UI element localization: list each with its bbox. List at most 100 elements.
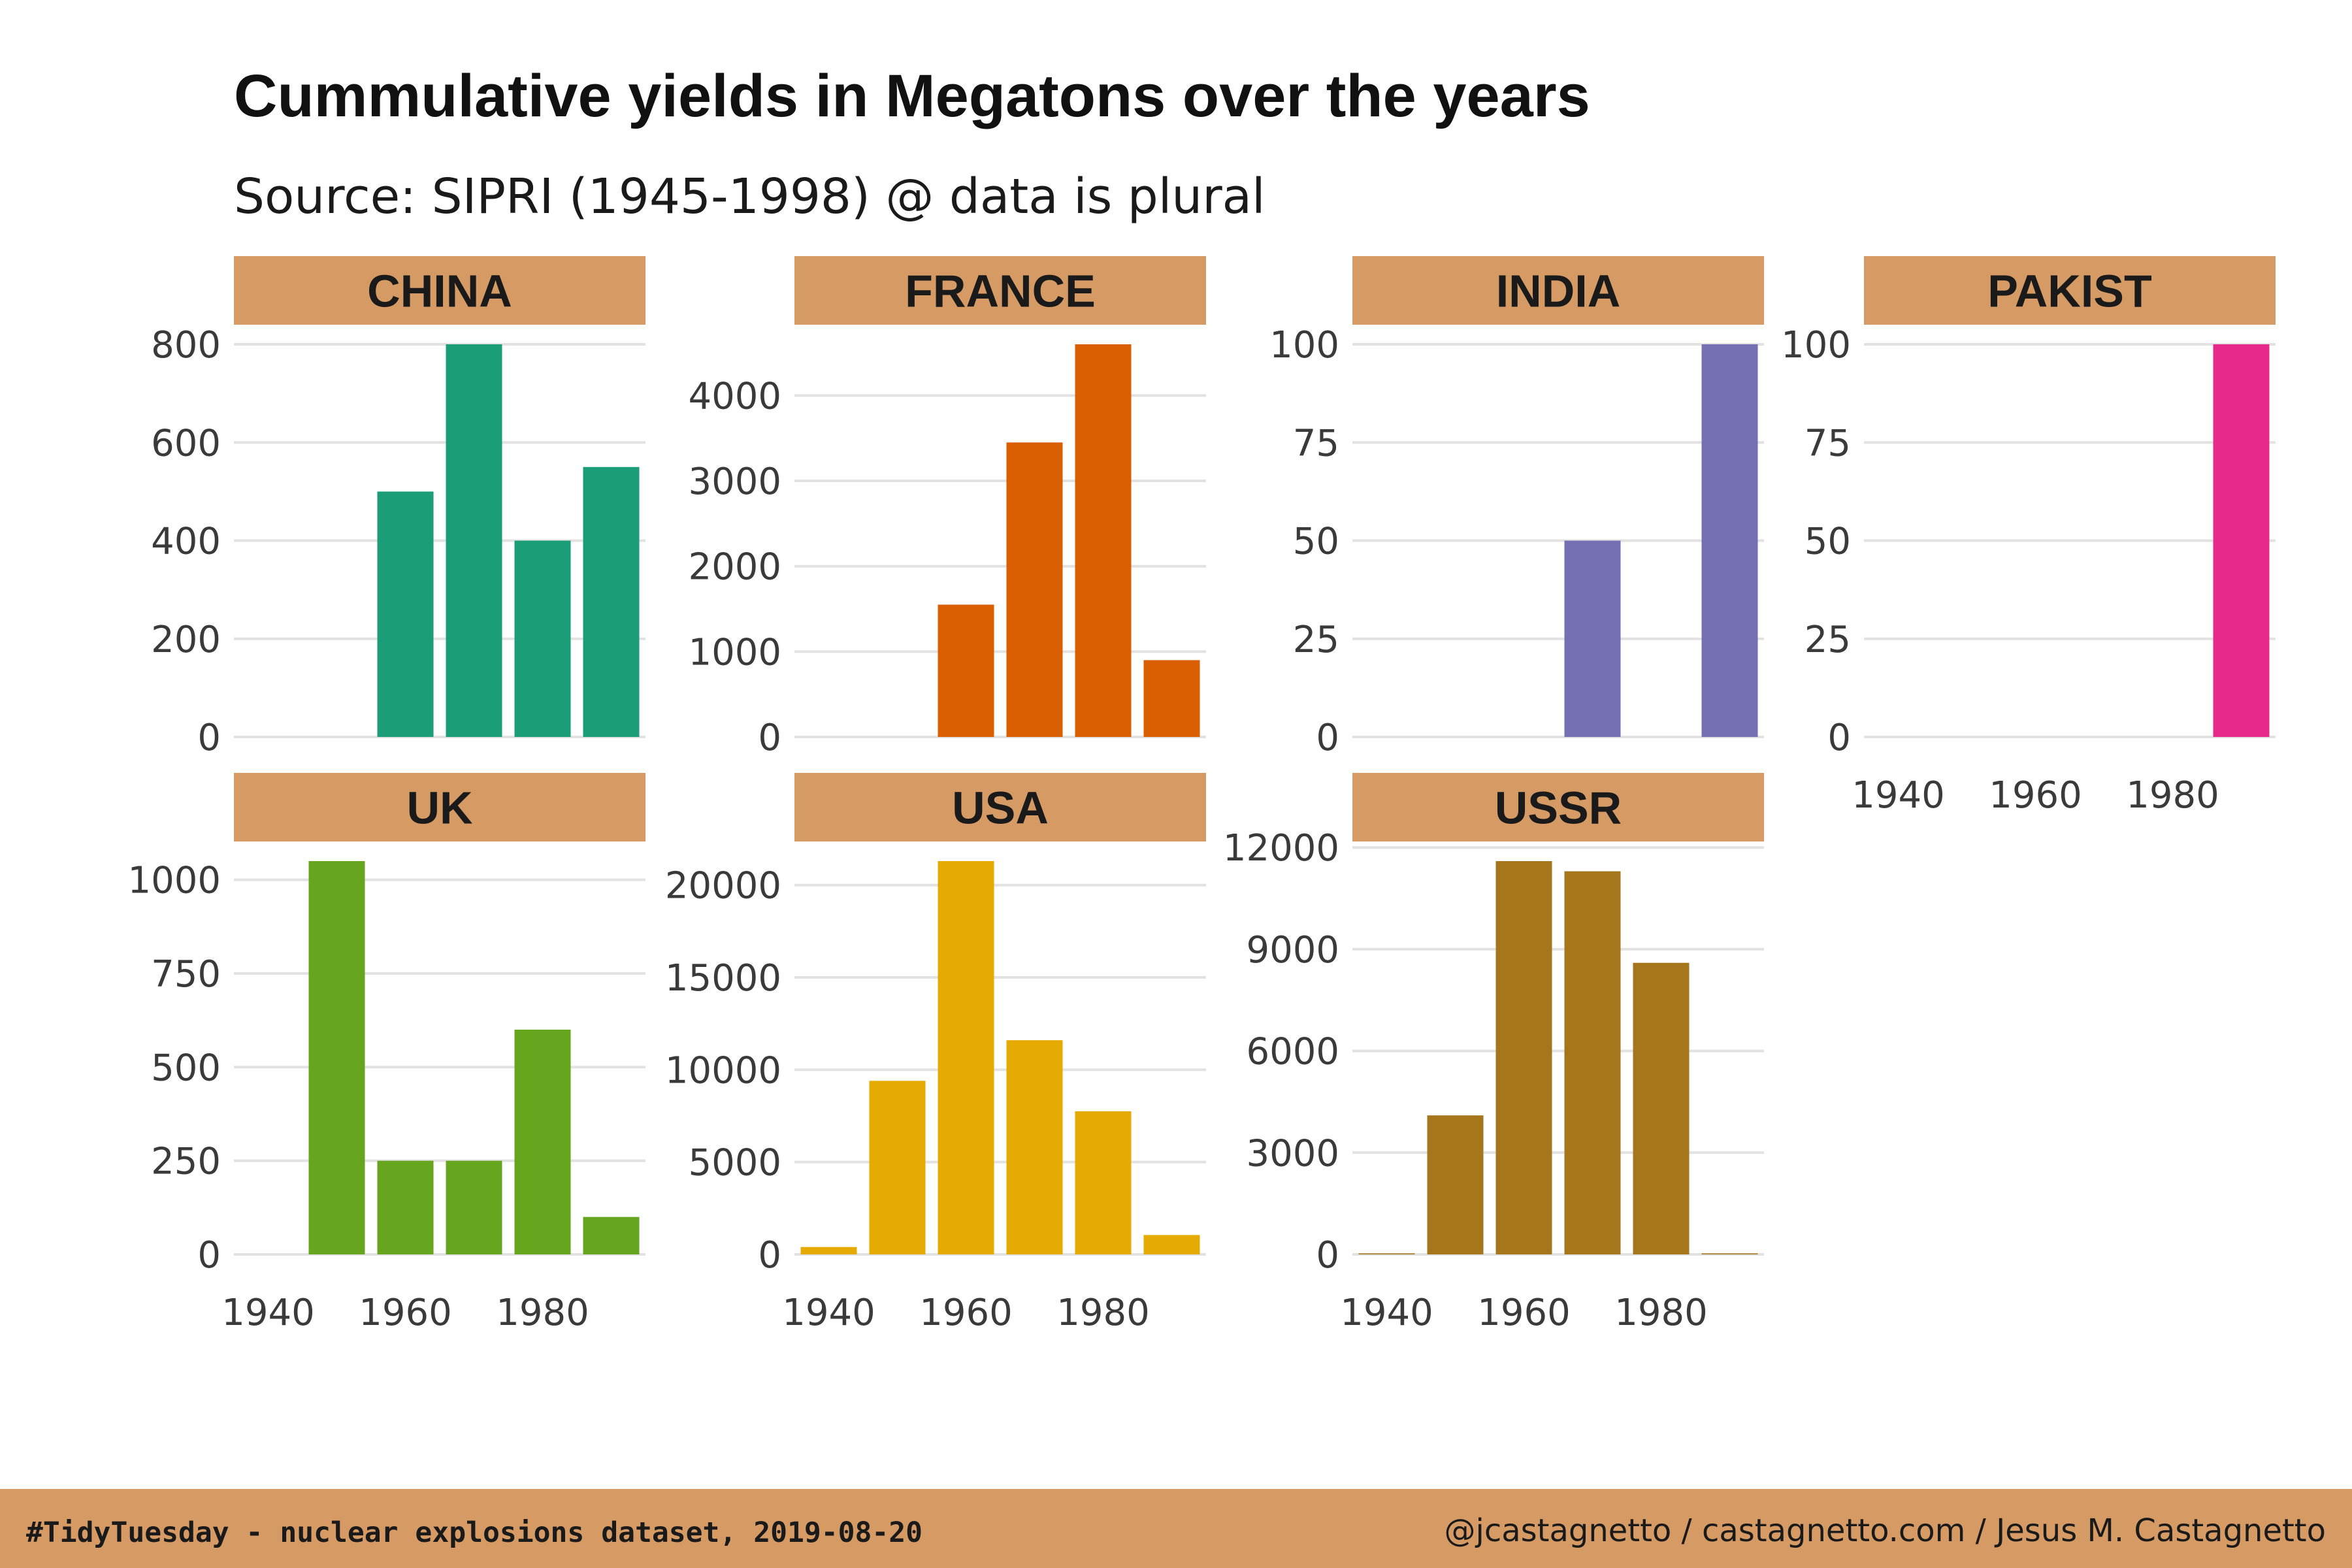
y-tick-label: 250 [151,1141,221,1183]
bar-uk-1960 [377,1160,434,1254]
y-tick-label: 25 [1805,619,1851,661]
bar-uk-1970 [446,1160,502,1254]
bar-ussr-1960 [1495,861,1552,1254]
chart-title: Cummulative yields in Megatons over the … [234,63,1590,129]
y-tick-label: 2000 [688,546,781,589]
facet-label-usa: USA [952,783,1049,834]
y-tick-label: 600 [151,422,221,465]
x-tick-label: 1940 [782,1292,875,1334]
y-tick-label: 50 [1805,521,1851,563]
facet-strip-india [1352,256,1764,325]
facet-label-india: INDIA [1496,266,1621,317]
bar-france-1970 [1006,442,1063,737]
y-tick-label: 800 [151,324,221,367]
facet-strip-uk [234,773,645,841]
facet-france: FRANCE 0 1000 2000 3000 4000 [688,256,1206,759]
x-tick-label: 1960 [919,1292,1013,1334]
facet-china: CHINA 0 200 400 600 800 [151,256,645,759]
bar-uk-1950 [308,861,365,1254]
bar-pakist-1990 [2213,344,2270,737]
x-tick-label: 1960 [1989,774,2082,817]
bar-uk-1990 [583,1217,640,1254]
bar-india-1990 [1701,344,1758,737]
footer-bar: #TidyTuesday - nuclear explosions datase… [0,1489,2352,1568]
y-tick-label: 0 [1827,717,1851,759]
y-tick-label: 15000 [665,957,781,1000]
bar-india-1970 [1564,540,1621,737]
y-tick-label: 500 [151,1047,221,1089]
bar-france-1990 [1143,660,1200,737]
facet-strip-china [234,256,645,325]
y-tick-label: 0 [758,717,781,759]
bar-usa-1970 [1006,1040,1063,1254]
x-tick-label: 1940 [1852,774,1945,817]
y-tick-label: 12000 [1223,827,1339,870]
bar-ussr-1990 [1701,1253,1758,1254]
bar-china-1970 [446,344,502,737]
chart-subtitle: Source: SIPRI (1945-1998) @ data is plur… [234,169,1266,225]
facet-label-france: FRANCE [905,266,1096,317]
y-tick-label: 1000 [127,860,221,902]
facet-india: INDIA 0 25 50 75 100 [1269,256,1764,759]
x-tick-label: 1980 [1614,1292,1708,1334]
y-tick-label: 0 [1316,717,1339,759]
facet-ussr: USSR 0 3000 6000 9000 12000 1940 1960 1980 [1223,773,1764,1334]
facet-strip-ussr [1352,773,1764,841]
facet-label-ussr: USSR [1495,783,1622,834]
facet-label-uk: UK [406,783,472,834]
facet-strip-france [794,256,1206,325]
bar-ussr-1950 [1427,1115,1484,1254]
y-tick-label: 50 [1293,521,1339,563]
bar-usa-1940 [800,1247,857,1254]
bar-usa-1980 [1075,1111,1132,1254]
bar-usa-1990 [1143,1235,1200,1254]
y-tick-label: 1000 [688,631,781,674]
y-tick-label: 400 [151,521,221,563]
y-tick-label: 0 [758,1234,781,1277]
bar-china-1980 [514,540,571,737]
bar-china-1960 [377,491,434,737]
y-tick-label: 75 [1805,422,1851,465]
bar-france-1960 [938,604,994,737]
x-tick-label: 1980 [496,1292,589,1334]
facet-strip-usa [794,773,1206,841]
y-tick-label: 100 [1781,324,1851,367]
y-tick-label: 750 [151,953,221,996]
x-tick-label: 1960 [1477,1292,1571,1334]
y-tick-label: 25 [1293,619,1339,661]
y-tick-label: 10000 [665,1049,781,1092]
facet-usa: USA 0 5000 10000 15000 20000 1940 1960 1980 [665,773,1206,1334]
bar-ussr-1980 [1633,962,1690,1254]
y-tick-label: 20000 [665,865,781,907]
y-tick-label: 0 [1316,1234,1339,1277]
y-tick-label: 9000 [1246,929,1339,972]
bar-ussr-1940 [1358,1253,1415,1254]
y-tick-label: 75 [1293,422,1339,465]
bar-usa-1950 [869,1081,926,1254]
y-tick-label: 5000 [688,1142,781,1184]
faceted-bar-chart: CHINA0200400600800FRANCE0100020003000400… [127,256,2276,1334]
facet-label-china: CHINA [367,266,512,317]
x-tick-label: 1980 [2126,774,2219,817]
bar-uk-1980 [514,1030,571,1254]
facet-label-pakist: PAKIST [1987,266,2152,317]
bar-ussr-1970 [1564,871,1621,1254]
bar-france-1980 [1075,344,1132,737]
y-tick-label: 100 [1269,324,1339,367]
y-tick-label: 0 [197,717,221,759]
y-tick-label: 3000 [688,461,781,503]
facet-strip-pakist [1864,256,2276,325]
y-tick-label: 0 [197,1234,221,1277]
facet-uk: UK 0 250 500 750 1000 1940 1960 1980 [127,773,645,1334]
x-tick-label: 1980 [1056,1292,1150,1334]
bar-china-1990 [583,466,640,737]
y-tick-label: 3000 [1246,1132,1339,1175]
footer-hashtag-text: #TidyTuesday - nuclear explosions datase… [26,1516,923,1549]
facet-pakist: PAKIST 0 25 50 75 100 1940 1960 1980 [1781,256,2276,817]
bar-usa-1960 [938,861,994,1254]
y-tick-label: 4000 [688,375,781,417]
y-tick-label: 200 [151,619,221,661]
x-tick-label: 1940 [221,1292,315,1334]
x-tick-label: 1960 [359,1292,452,1334]
x-tick-label: 1940 [1340,1292,1433,1334]
